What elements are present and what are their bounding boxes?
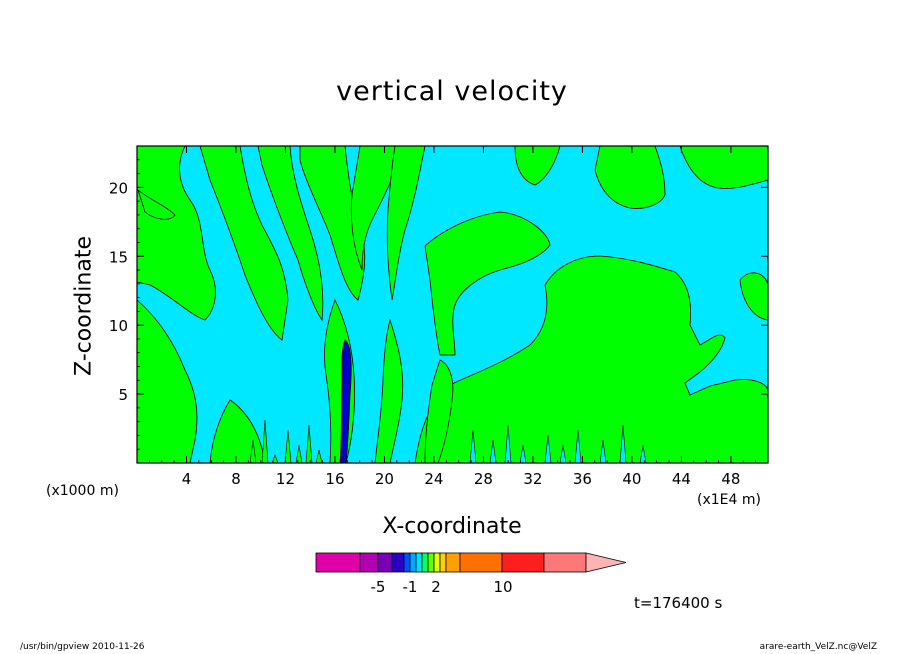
colorbar-swatch [501,552,545,573]
x-axis-ticks: 4 8 12 16 20 24 28 32 36 40 44 48 [148,146,757,488]
streak-8 [489,439,497,463]
positive-region-13 [594,146,666,209]
x-unit-label-right: (x1E4 m) [697,492,761,508]
colorbar-swatch [421,552,429,573]
positive-region-3 [257,146,324,322]
streak-5 [305,424,313,463]
colorbar-swatch [409,552,417,573]
x-tick-label: 44 [672,470,691,488]
colorbar-swatch [433,552,441,573]
x-tick-label: 8 [231,470,241,488]
y-axis-ticks: 5 10 15 20 [109,159,768,450]
x-axis-label: X-coordinate [382,514,522,539]
positive-region-6 [386,146,426,301]
streak-11 [544,434,552,463]
positive-region-12 [209,399,266,463]
colorbar-swatch [403,552,411,573]
streak-0 [249,439,257,463]
streak-13 [574,429,582,463]
y-tick-label: 10 [109,317,128,335]
colorbar-swatch [391,552,405,573]
colorbar-swatch [543,552,587,573]
positive-region-10 [374,318,404,463]
positive-region-2 [199,146,289,341]
positive-region-16 [739,272,768,321]
streak-15 [619,424,627,463]
streak-4 [295,444,303,463]
positive-region-0 [137,146,216,321]
streak-2 [271,454,279,463]
colorbar-swatch [315,552,361,573]
positive-region-15 [137,188,176,220]
positive-region-1 [137,299,198,463]
colorbar-swatch [439,552,447,573]
streak-10 [519,444,527,463]
x-tick-label: 32 [523,470,542,488]
x-unit-label-left: (x1000 m) [46,483,119,499]
footer-left-text: /usr/bin/gpview 2010-11-26 [20,642,145,652]
streak-14 [599,439,607,463]
streak-12 [559,444,567,463]
colorbar-swatch [445,552,461,573]
streak-1 [261,419,269,463]
chart-title: vertical velocity [336,76,568,107]
x-tick-label: 24 [424,470,443,488]
y-tick-label: 20 [109,179,128,197]
streak-3 [284,429,292,463]
x-tick-label: 36 [573,470,592,488]
colorbar-swatch [359,552,379,573]
colorbar-swatch [415,552,423,573]
plot-area [136,145,769,464]
plot-frame [136,145,769,464]
streak-7 [469,429,477,463]
colorbar-swatch [459,552,503,573]
positive-region-14 [679,146,768,189]
colorbar: -5 -1 2 10 [315,552,627,596]
colorbar-label: -5 [371,578,386,596]
x-tick-label: 48 [721,470,740,488]
x-tick-label: 12 [276,470,295,488]
contour-regions [137,146,768,463]
positive-region-5 [350,146,401,271]
x-tick-label: 40 [622,470,641,488]
streak-9 [504,424,512,463]
x-tick-label: 4 [182,470,192,488]
y-tick-label: 15 [109,248,128,266]
colorbar-swatch [427,552,435,573]
positive-region-9 [424,359,454,463]
y-tick-label: 5 [118,386,128,404]
x-tick-label: 20 [375,470,394,488]
colorbar-label: -1 [403,578,418,596]
x-tick-label: 28 [474,470,493,488]
streak-6 [315,449,323,463]
time-label: t=176400 s [634,594,723,612]
footer-right-text: arare-earth_VelZ.nc@VelZ [759,642,877,652]
streak-16 [639,444,647,463]
colorbar-swatch [377,552,393,573]
negative-core [339,339,352,463]
colorbar-label: 2 [431,578,441,596]
x-tick-label: 16 [325,470,344,488]
positive-region-7 [424,211,551,356]
colorbar-arrow [585,552,627,573]
positive-region-8 [414,255,768,463]
colorbar-label: 10 [493,578,512,596]
positive-region-17 [514,146,561,186]
